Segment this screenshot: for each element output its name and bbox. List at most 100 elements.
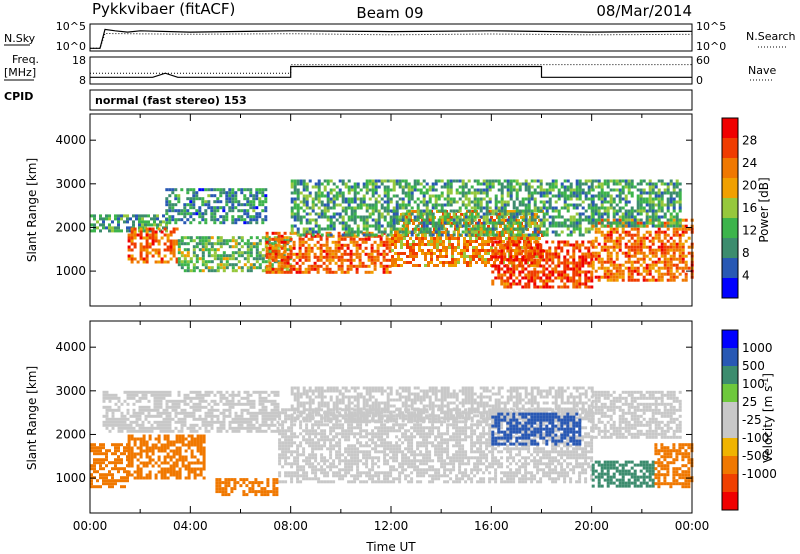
heatmap-cell	[566, 249, 570, 253]
heatmap-cell	[394, 252, 397, 255]
heatmap-cell	[189, 203, 193, 207]
heatmap-cell	[243, 417, 247, 421]
heatmap-cell	[657, 209, 661, 213]
heatmap-cell	[548, 200, 552, 204]
heatmap-cell	[286, 255, 290, 259]
heatmap-cell	[645, 263, 649, 267]
heatmap-cell	[398, 197, 402, 201]
heatmap-cell	[120, 217, 123, 221]
heatmap-cell	[569, 182, 573, 186]
heatmap-cell	[463, 213, 466, 216]
heatmap-cell	[258, 429, 262, 433]
heatmap-cell	[578, 243, 582, 247]
heatmap-cell	[542, 203, 546, 207]
heatmap-cell	[255, 188, 259, 192]
heatmap-cell	[355, 255, 359, 259]
heatmap-cell	[180, 399, 184, 403]
heatmap-cell	[314, 459, 318, 463]
heatmap-cell	[669, 194, 673, 198]
heatmap-cell	[494, 255, 498, 259]
heatmap-cell	[337, 246, 341, 250]
heatmap-cell	[514, 237, 517, 240]
heatmap-cell	[672, 218, 676, 222]
heatmap-cell	[329, 224, 333, 228]
heatmap-cell	[551, 230, 555, 234]
heatmap-cell	[452, 197, 456, 201]
heatmap-cell	[636, 218, 640, 222]
heatmap-cell	[292, 231, 296, 235]
heatmap-cell	[314, 456, 318, 460]
heatmap-cell	[289, 252, 293, 256]
heatmap-cell	[657, 275, 661, 279]
heatmap-cell	[542, 267, 546, 271]
heatmap-cell	[276, 402, 280, 406]
heatmap-cell	[376, 255, 380, 259]
heatmap-cell	[627, 179, 631, 183]
heatmap-cell	[299, 420, 303, 424]
heatmap-cell	[210, 390, 214, 394]
heatmap-cell	[225, 402, 229, 406]
heatmap-cell	[340, 270, 344, 274]
heatmap-cell	[311, 441, 315, 445]
heatmap-cell	[488, 221, 492, 225]
heatmap-cell	[591, 209, 595, 213]
heatmap-cell	[93, 229, 96, 233]
heatmap-cell	[234, 245, 238, 249]
heatmap-cell	[452, 179, 456, 183]
heatmap-cell	[545, 188, 549, 192]
heatmap-cell	[138, 229, 141, 233]
heatmap-cell	[261, 188, 265, 192]
heatmap-cell	[108, 417, 112, 421]
heatmap-cell	[666, 206, 670, 210]
heatmap-cell	[174, 402, 178, 406]
heatmap-cell	[349, 258, 353, 262]
heatmap-cell	[265, 249, 269, 253]
heatmap-cell	[557, 215, 561, 219]
heatmap-cell	[581, 188, 585, 192]
heatmap-cell	[302, 209, 306, 213]
heatmap-cell	[663, 188, 667, 192]
heatmap-cell	[603, 212, 607, 216]
heatmap-cell	[204, 203, 208, 207]
heatmap-cell	[302, 453, 306, 457]
heatmap-cell	[618, 275, 622, 279]
heatmap-cell	[299, 218, 303, 222]
heatmap-cell	[530, 270, 534, 274]
heatmap-cell	[180, 260, 184, 264]
heatmap-cell	[180, 263, 184, 267]
heatmap-cell	[213, 215, 217, 219]
heatmap-cell	[615, 257, 619, 261]
heatmap-cell	[278, 459, 282, 463]
heatmap-cell	[213, 399, 217, 403]
heatmap-cell	[268, 246, 272, 250]
heatmap-cell	[572, 221, 576, 225]
heatmap-cell	[684, 272, 688, 276]
heatmap-cell	[195, 405, 199, 409]
heatmap-cell	[464, 191, 468, 195]
heatmap-cell	[231, 269, 235, 273]
heatmap-cell	[365, 209, 369, 213]
heatmap-cell	[317, 468, 321, 472]
heatmap-cell	[521, 182, 525, 186]
heatmap-cell	[648, 203, 652, 207]
heatmap-cell	[496, 237, 499, 240]
heatmap-cell	[308, 194, 312, 198]
heatmap-cell	[672, 239, 676, 243]
heatmap-cell	[234, 206, 238, 210]
heatmap-cell	[487, 261, 490, 264]
heatmap-cell	[192, 417, 196, 421]
heatmap-cell	[389, 215, 393, 219]
heatmap-cell	[484, 240, 487, 243]
heatmap-cell	[287, 471, 291, 475]
heatmap-cell	[484, 249, 487, 252]
heatmap-cell	[590, 258, 594, 262]
heatmap-cell	[572, 267, 576, 271]
heatmap-cell	[302, 477, 306, 481]
heatmap-cell	[258, 197, 262, 201]
heatmap-cell	[407, 221, 411, 225]
heatmap-cell	[216, 200, 220, 204]
heatmap-cell	[684, 275, 688, 279]
heatmap-cell	[108, 396, 112, 400]
heatmap-cell	[380, 230, 384, 234]
heatmap-cell	[305, 203, 309, 207]
